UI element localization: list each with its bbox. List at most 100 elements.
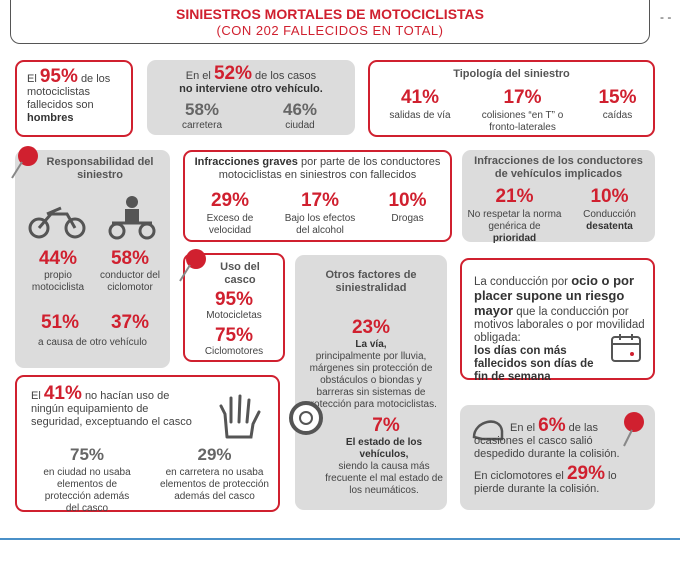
text: En el [510, 422, 536, 434]
percent: 58% [184, 100, 220, 119]
factor-text: El estado de los vehículos, siendo la cau… [325, 437, 443, 497]
label: propio motociclista [31, 270, 85, 293]
text: No respetar la norma genérica de [467, 209, 562, 232]
pin-icon [623, 412, 644, 447]
percent: 17% [300, 190, 340, 211]
percent: 52% [213, 63, 252, 84]
leisure-panel: La conducción por ocio o por placer supo… [460, 258, 655, 383]
responsibility-panel: Responsabilidad del siniestro 44% propio… [15, 150, 170, 368]
percent: 7% [372, 415, 400, 436]
pin-icon [11, 146, 38, 179]
label: No respetar la norma genérica de priorid… [467, 209, 562, 245]
percent: 29% [210, 190, 250, 211]
percent: 51% [40, 312, 80, 333]
label: carretera [181, 120, 222, 131]
text: En ciclomotores el [474, 470, 564, 482]
equipment-panel: El 41% no hacían uso de ningún equipamie… [15, 375, 280, 514]
subtitle: (CON 202 FALLECIDOS EN TOTAL) [216, 23, 444, 38]
label: Exceso de velocidad [206, 213, 254, 236]
factor-text: La vía, principalmente por lluvia, márgen… [305, 339, 437, 411]
label: caídas [602, 110, 633, 121]
percent: 46% [282, 100, 318, 119]
text: principalmente por lluvia, márgenes sin … [305, 351, 437, 410]
gender-panel: El 95% de los motociclistas fallecidos s… [15, 60, 133, 137]
panel-title: Infracciones de los conductores de vehíc… [474, 155, 643, 180]
other-vehicle-panel: En el 52% de los casos no interviene otro… [147, 60, 355, 135]
percent: 29% [566, 463, 605, 484]
label: ciudad [285, 120, 315, 131]
label: Motocicletas [206, 310, 262, 321]
gender-text: El 95% de los motociclistas fallecidos s… [27, 67, 121, 125]
percent: 29% [197, 445, 232, 464]
percent: 6% [538, 415, 566, 436]
bold-text: hombres [27, 112, 74, 124]
percent: 15% [598, 87, 637, 108]
helmet-loss-text: En el 6% de las ocasiones el casco salió… [474, 416, 646, 461]
header-frame [10, 0, 650, 44]
leisure-text: La conducción por ocio o por placer supo… [474, 274, 646, 384]
panel-title: Otros factores de siniestralidad [325, 269, 417, 294]
involved-panel: Infracciones de los conductores de vehíc… [462, 150, 655, 245]
label: en carretera no usaba elementos de prote… [160, 467, 269, 502]
label: Bajo los efectos del alcohol [284, 213, 356, 236]
calendar-icon [611, 334, 641, 362]
helmet-loss-text: En ciclomotores el 29% lo pierde durante… [474, 464, 646, 496]
bold-text: no interviene otro vehículo. [179, 83, 323, 95]
text: lo pierde durante la colisión. [474, 470, 617, 495]
text: El [27, 73, 37, 85]
text: de los motociclistas fallecidos son [27, 73, 111, 111]
label: en ciudad no usaba elementos de protecci… [43, 467, 131, 514]
serious-text: Infracciones graves por parte de los con… [190, 156, 445, 182]
glove-icon [219, 394, 261, 439]
helmet-icon [472, 420, 504, 441]
tire-icon [289, 401, 323, 435]
equipment-text: El 41% no hacían uso de ningún equipamie… [31, 384, 196, 429]
panel-title: Tipología del siniestro [453, 68, 570, 80]
label: a causa de otro vehículo [38, 337, 147, 348]
percent: 37% [110, 312, 150, 333]
pin-icon [179, 249, 206, 282]
factors-panel: Otros factores de siniestralidad 23% La … [295, 255, 447, 510]
percent: 10% [590, 186, 629, 207]
percent: 95% [214, 289, 254, 310]
bold-text: ocio o por placer supone un riesgo mayor [474, 273, 635, 318]
motorcycle-icon [28, 206, 86, 239]
dashes: - - [660, 10, 672, 24]
label: Conducción desatenta [572, 209, 647, 233]
percent: 58% [110, 248, 150, 269]
text: por parte de los conductores motociclist… [218, 156, 441, 181]
percent: 95% [39, 66, 78, 87]
text: de los casos [255, 70, 317, 82]
bold-text: El estado de los vehículos, [345, 437, 423, 460]
text: que la conducción por motivos laborales … [474, 306, 645, 344]
text: Conducción [583, 209, 636, 220]
label: salidas de vía [389, 110, 451, 121]
text: de las ocasiones el casco salió despedid… [474, 422, 620, 460]
helmet-use-panel: Uso del casco 95% Motocicletas 75% Ciclo… [183, 253, 285, 362]
percent: 75% [69, 445, 105, 464]
text: siendo la causa más frecuente el mal est… [325, 461, 443, 496]
title: SINIESTROS MORTALES DE MOTOCICLISTAS [175, 6, 484, 22]
footer-line [0, 538, 680, 540]
percent: 41% [43, 383, 82, 404]
text: no hacían uso de ningún equipamiento de … [31, 390, 192, 428]
bold-text: los días con más fallecidos son días de … [474, 345, 594, 383]
label: colisiones “en T” o fronto-laterales [481, 110, 564, 133]
percent: 23% [351, 317, 391, 338]
helmet-loss-panel: En el 6% de las ocasiones el casco salió… [460, 405, 655, 510]
text: El [31, 390, 41, 402]
label: conductor del ciclomotor [99, 270, 161, 293]
label: Ciclomotores [204, 346, 264, 357]
bold-text: La vía, [355, 339, 387, 350]
percent: 21% [495, 186, 534, 207]
percent: 41% [400, 87, 440, 108]
panel-title: Uso del casco [220, 261, 260, 286]
panel-title: Responsabilidad del siniestro [46, 156, 154, 181]
label: Drogas [391, 213, 424, 224]
serious-panel: Infracciones graves por parte de los con… [183, 150, 452, 242]
quad-icon [108, 196, 156, 240]
bold-text: desatenta [586, 221, 633, 232]
typology-panel: Tipología del siniestro 41% salidas de v… [368, 60, 655, 137]
